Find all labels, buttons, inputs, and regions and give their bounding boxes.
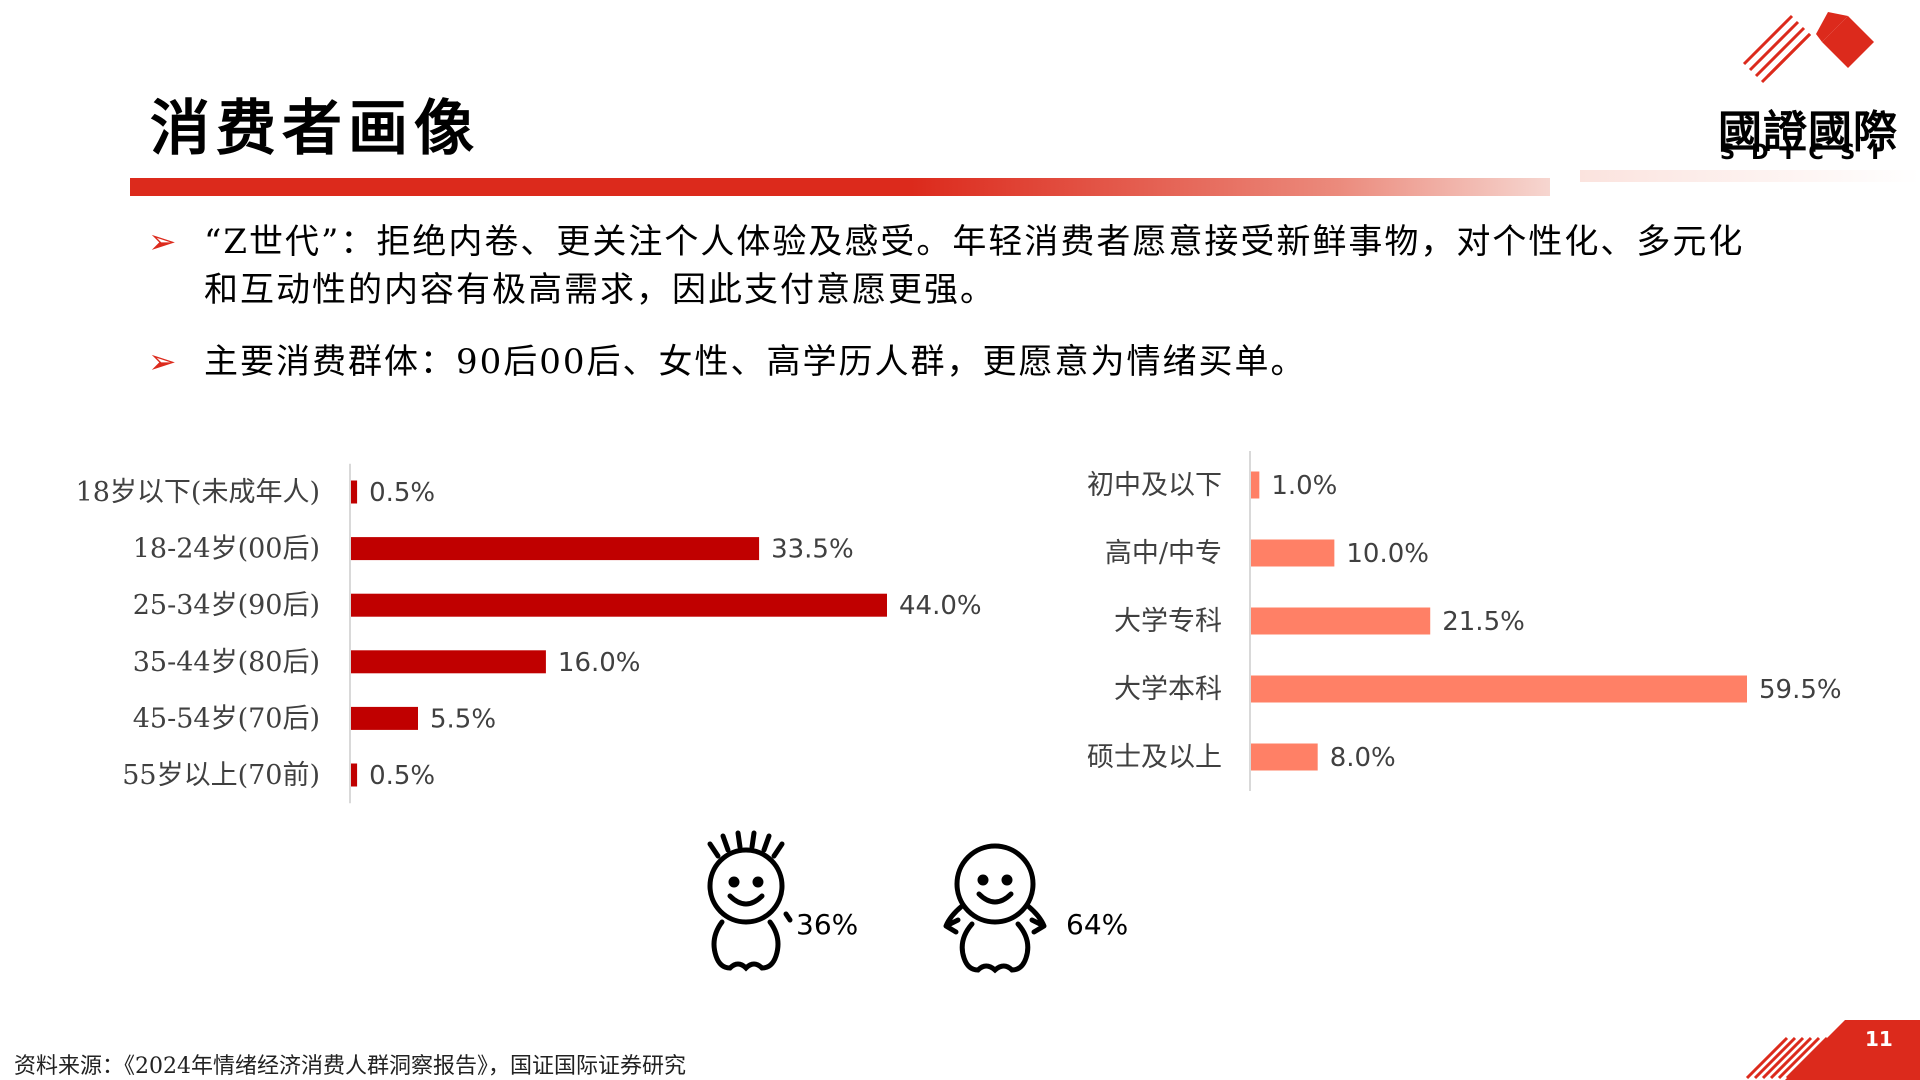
bar-2 (1251, 607, 1431, 635)
bar-3 (1251, 675, 1747, 703)
bullet-text: 主要消费群体：90后00后、女性、高学历人群，更愿意为情绪买单。 (204, 342, 1307, 382)
bullet-text: “Z世代”：拒绝内卷、更关注个人体验及感受。年轻消费者愿意接受新鲜事物，对个性化… (204, 222, 1745, 310)
title-underline-fade (1580, 170, 1920, 182)
value-label-2: 21.5% (1442, 607, 1525, 637)
bar-5 (351, 763, 358, 787)
male-percentage: 36% (796, 908, 859, 941)
bar-2 (351, 593, 887, 617)
bar-0 (1251, 471, 1260, 499)
value-label-3: 16.0% (558, 648, 641, 678)
category-label-0: 18岁以下(未成年人) (76, 477, 320, 508)
category-label-4: 45-54岁(70后) (133, 703, 320, 734)
value-label-2: 44.0% (899, 591, 982, 621)
value-label-4: 8.0% (1330, 743, 1396, 773)
page-title: 消费者画像 (150, 94, 480, 164)
bullet-arrow-icon: ➢ (148, 222, 177, 262)
bar-0 (351, 480, 358, 504)
category-label-3: 大学本科 (1114, 674, 1222, 705)
bar-3 (351, 650, 546, 674)
value-label-3: 59.5% (1759, 675, 1842, 705)
male-icon (707, 830, 793, 972)
source-note: 资料来源：《2024年情绪经济消费人群洞察报告》，国证国际证券研究 (14, 1054, 686, 1079)
title-underline-bar (130, 178, 1550, 196)
category-label-1: 高中/中专 (1105, 538, 1222, 569)
value-label-1: 10.0% (1346, 539, 1429, 569)
category-label-5: 55岁以上(70前) (122, 760, 320, 791)
value-label-0: 0.5% (369, 478, 435, 508)
category-label-0: 初中及以下 (1087, 470, 1222, 501)
education-distribution-chart: 初中及以下 1.0% 高中/中专 10.0% 大学专科 21.5% 大学本科 59.5% 硕士及… (1087, 451, 1842, 791)
category-label-2: 25-34岁(90后) (133, 590, 320, 621)
category-label-2: 大学专科 (1114, 606, 1222, 637)
logo-english-text: SDICSI (1720, 140, 1896, 164)
category-label-3: 35-44岁(80后) (133, 647, 320, 678)
value-label-0: 1.0% (1271, 471, 1337, 501)
bar-1 (1251, 539, 1335, 567)
bar-4 (1251, 743, 1318, 771)
logo-chinese-text: 國證國際 (1718, 107, 1898, 158)
female-icon (943, 843, 1047, 974)
value-label-4: 5.5% (430, 704, 496, 734)
company-logo (1742, 12, 1874, 84)
age-distribution-chart: 18岁以下(未成年人) 0.5% 18-24岁(00后) 33.5% 25-34岁(90… (76, 463, 982, 804)
value-label-5: 0.5% (369, 761, 435, 791)
category-label-1: 18-24岁(00后) (133, 534, 320, 565)
bullet-gen-z: ➢ “Z世代”：拒绝内卷、更关注个人体验及感受。年轻消费者愿意接受新鲜事物，对个… (148, 218, 1768, 318)
male-hair (707, 830, 785, 859)
page-number: 11 (1865, 1027, 1893, 1051)
page-number-badge (1745, 1020, 1920, 1080)
value-label-1: 33.5% (771, 535, 854, 565)
category-label-4: 硕士及以上 (1087, 742, 1222, 773)
bar-4 (351, 706, 418, 730)
bullet-arrow-icon: ➢ (148, 342, 177, 382)
bar-1 (351, 537, 760, 561)
logo-stripes (1742, 14, 1812, 84)
bullet-main-groups: ➢ 主要消费群体：90后00后、女性、高学历人群，更愿意为情绪买单。 (148, 338, 1768, 388)
female-percentage: 64% (1066, 908, 1129, 941)
